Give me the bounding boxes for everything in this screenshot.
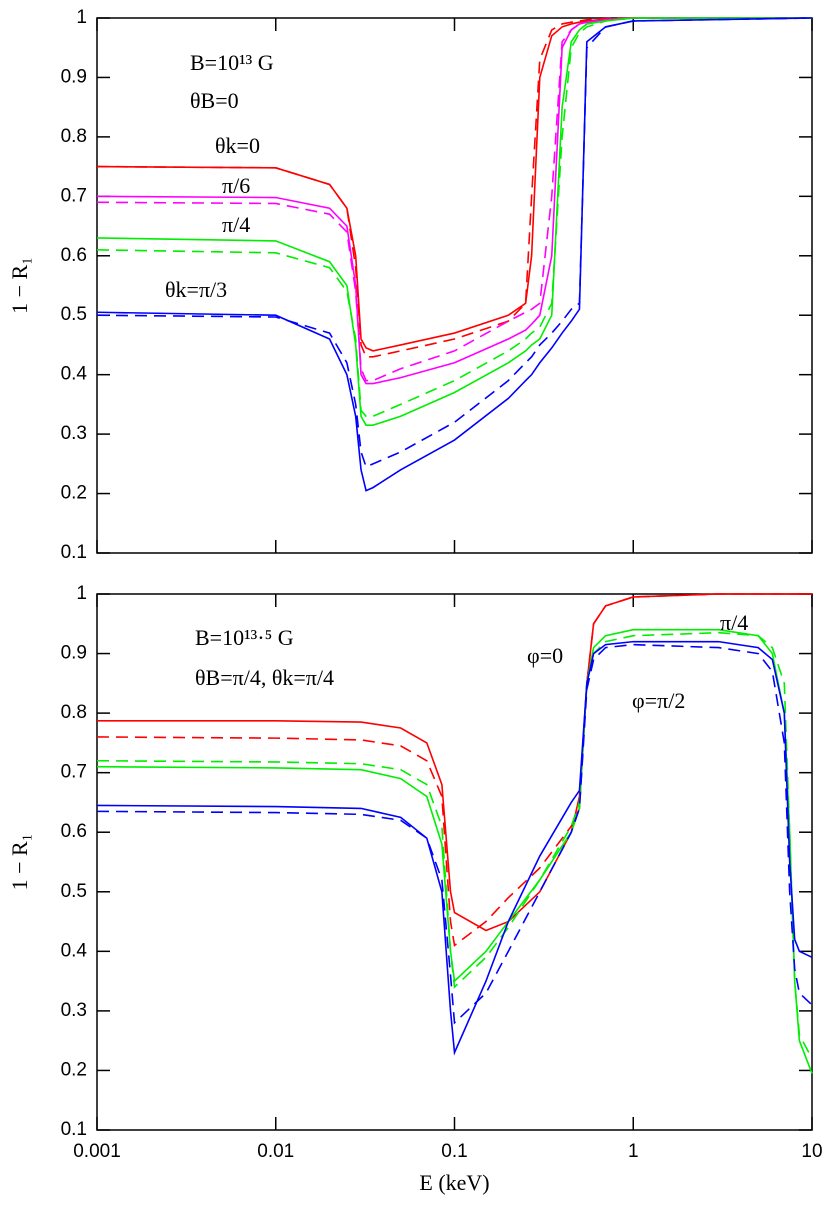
annotation: θk=0 <box>215 133 260 158</box>
y-tick-label: 0.8 <box>61 702 87 723</box>
x-tick-label: 0.1 <box>441 1141 467 1162</box>
y-tick-label: 0.2 <box>61 1059 87 1080</box>
annotation: θB=π/4, θk=π/4 <box>195 665 334 690</box>
x-tick-label: 10 <box>801 1141 822 1162</box>
y-tick-label: 0.2 <box>61 483 87 504</box>
curve <box>96 17 812 358</box>
y-axis-label: 1 − R₁ <box>7 834 32 891</box>
y-tick-label: 0.4 <box>61 364 88 385</box>
curve <box>96 17 812 418</box>
annotation: θk=π/3 <box>165 277 227 302</box>
y-tick-label: 0.4 <box>61 940 88 961</box>
annotation: θB=0 <box>190 88 239 113</box>
curve <box>96 643 813 1025</box>
curve <box>96 628 813 1074</box>
y-tick-label: 0.9 <box>61 66 87 87</box>
x-tick-label: 0.001 <box>73 1141 121 1162</box>
curve <box>96 17 812 426</box>
y-axis-label: 1 − R₁ <box>7 257 32 314</box>
y-tick-label: 0.3 <box>61 423 87 444</box>
annotation: φ=0 <box>527 643 563 668</box>
curve <box>96 17 812 352</box>
y-tick-label: 0.6 <box>61 245 87 266</box>
annotation: π/4 <box>720 610 748 635</box>
y-tick-label: 0.5 <box>61 881 87 902</box>
curve <box>96 17 812 385</box>
curve <box>96 17 813 468</box>
curve <box>96 17 813 492</box>
y-tick-label: 0.3 <box>61 1000 87 1021</box>
curve <box>96 631 813 1059</box>
y-tick-label: 1 <box>76 583 87 604</box>
annotation: φ=π/2 <box>632 688 685 713</box>
y-tick-label: 0.7 <box>61 185 87 206</box>
annotation: B=10¹³ G <box>190 50 274 75</box>
y-tick-label: 0.5 <box>61 304 87 325</box>
y-tick-label: 0.8 <box>61 126 87 147</box>
y-tick-label: 0.1 <box>61 542 87 563</box>
y-tick-label: 0.1 <box>61 1119 87 1140</box>
y-tick-label: 0.6 <box>61 821 87 842</box>
curve <box>96 640 813 1056</box>
y-tick-label: 0.9 <box>61 643 87 664</box>
annotation: π/4 <box>222 212 250 237</box>
annotation: π/6 <box>222 173 250 198</box>
annotation: B=10¹³·⁵ G <box>195 625 294 650</box>
y-tick-label: 0.7 <box>61 762 87 783</box>
y-tick-label: 1 <box>76 7 87 28</box>
x-tick-label: 0.01 <box>257 1141 294 1162</box>
x-axis-label: E (keV) <box>419 1170 489 1195</box>
x-tick-label: 1 <box>628 1141 639 1162</box>
curve <box>96 17 812 382</box>
